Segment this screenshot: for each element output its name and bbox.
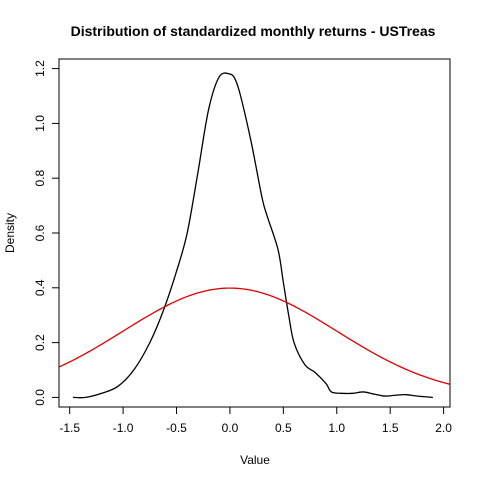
y-tick-label: 0.6: [33, 224, 47, 241]
x-axis-title: Value: [240, 453, 270, 467]
series-layer: [58, 72, 451, 399]
y-tick-label: 0.0: [33, 389, 47, 406]
y-tick-label: 1.0: [33, 115, 47, 132]
plot-frame: [58, 58, 451, 408]
x-tick-label: 1.5: [382, 421, 399, 435]
x-tick-label: 0.5: [275, 421, 292, 435]
x-tick-label: 2.0: [435, 421, 452, 435]
x-tick-label: -0.5: [166, 421, 187, 435]
y-tick-label: 0.2: [33, 334, 47, 351]
normal-density-line: [58, 287, 451, 385]
chart-title: Distribution of standardized monthly ret…: [71, 23, 436, 39]
x-axis: -1.5 -1.0 -0.5 0.0 0.5 1.0 1.5 2.0: [59, 406, 452, 435]
y-axis-title: Density: [3, 213, 17, 253]
empirical-density-line: [72, 72, 433, 399]
y-tick-label: 0.8: [33, 170, 47, 187]
x-tick-label: 0.0: [222, 421, 239, 435]
y-axis: 0.0 0.2 0.4 0.6 0.8 1.0 1.2: [33, 60, 60, 406]
y-tick-label: 0.4: [33, 279, 47, 296]
y-tick-label: 1.2: [33, 60, 47, 77]
x-tick-label: -1.5: [59, 421, 80, 435]
x-tick-label: -1.0: [113, 421, 134, 435]
x-tick-label: 1.0: [328, 421, 345, 435]
